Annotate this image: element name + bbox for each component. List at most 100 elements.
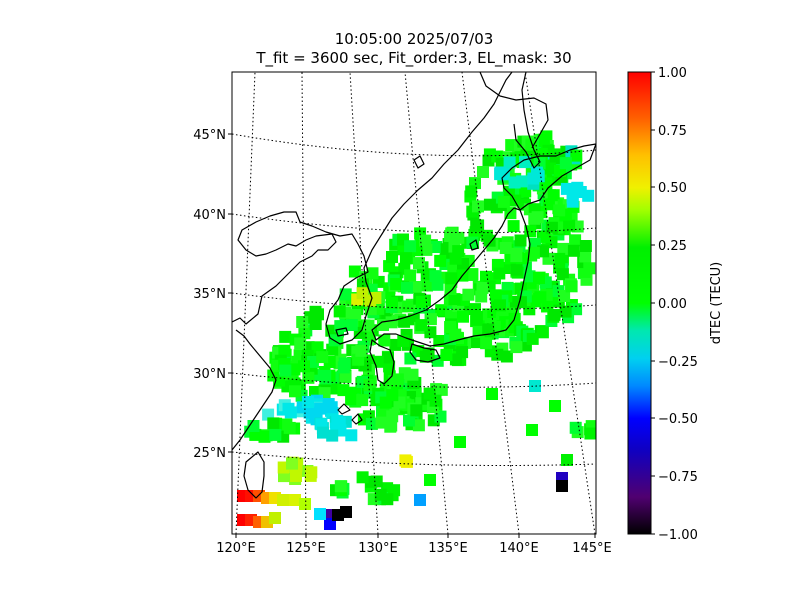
dtec-pixel bbox=[563, 219, 576, 232]
dtec-pixel bbox=[465, 185, 478, 198]
dtec-pixel bbox=[567, 244, 580, 257]
dtec-pixel bbox=[312, 308, 324, 321]
dtec-pixel bbox=[470, 336, 483, 349]
dtec-pixel bbox=[537, 245, 550, 258]
dtec-pixel bbox=[267, 417, 280, 430]
dtec-pixel bbox=[325, 401, 338, 414]
dtec-pixel bbox=[326, 343, 339, 356]
dtec-pixel bbox=[486, 388, 498, 400]
cb-tick-neg0.50: −0.50 bbox=[658, 412, 698, 427]
dtec-pixel bbox=[502, 185, 515, 198]
dtec-pixel bbox=[527, 246, 540, 259]
dtec-pixel bbox=[420, 243, 433, 256]
dtec-pixel bbox=[477, 166, 489, 178]
dtec-pixel bbox=[390, 278, 403, 290]
dtec-pixel bbox=[404, 240, 417, 253]
dtec-pixel bbox=[311, 341, 324, 354]
dtec-pixel bbox=[289, 494, 301, 506]
dtec-pixel bbox=[533, 157, 546, 170]
map-area bbox=[232, 72, 596, 534]
dtec-pixel bbox=[574, 186, 587, 198]
cb-tick-neg0.25: −0.25 bbox=[658, 355, 698, 370]
dtec-pixel bbox=[414, 494, 426, 506]
dtec-pixel bbox=[277, 494, 289, 506]
dtec-pixel bbox=[553, 204, 566, 217]
dtec-pixel bbox=[435, 304, 448, 317]
dtec-pixel bbox=[374, 488, 387, 501]
dtec-pixel bbox=[247, 420, 260, 432]
dtec-pixel bbox=[286, 457, 298, 470]
colorbar-ticks bbox=[651, 71, 655, 535]
lon-label-140: 140°E bbox=[499, 541, 539, 556]
dtec-pixel bbox=[452, 245, 465, 258]
dtec-pixel bbox=[269, 512, 281, 524]
dtec-pixel bbox=[547, 189, 560, 202]
coast-sado bbox=[469, 239, 479, 251]
dtec-pixel bbox=[290, 470, 302, 482]
dtec-pixel bbox=[288, 363, 301, 376]
dtec-pixel bbox=[317, 426, 329, 439]
dtec-pixel bbox=[528, 212, 541, 225]
dtec-pixel bbox=[508, 176, 521, 189]
dtec-pixel bbox=[400, 455, 413, 468]
lat-label-30: 30°N bbox=[193, 367, 226, 382]
dtec-pixel bbox=[507, 220, 520, 233]
dtec-pixel bbox=[386, 389, 399, 402]
dtec-pixel bbox=[470, 310, 483, 323]
dtec-pixel bbox=[258, 430, 271, 443]
dtec-pixel bbox=[296, 316, 309, 328]
dtec-pixel bbox=[298, 360, 310, 373]
dtec-pixel bbox=[423, 387, 436, 400]
dtec-pixel bbox=[456, 346, 469, 359]
parallel-25 bbox=[232, 451, 596, 466]
dtec-pixel bbox=[569, 421, 582, 434]
dtec-pixel bbox=[365, 417, 378, 430]
dtec-pixel bbox=[526, 332, 539, 345]
map-frame bbox=[231, 71, 597, 535]
graticule bbox=[232, 72, 596, 534]
lon-label-135: 135°E bbox=[428, 541, 468, 556]
coast-jeju bbox=[335, 327, 349, 337]
lon-label-145: 145°E bbox=[572, 541, 612, 556]
coast-sakhalin bbox=[513, 72, 541, 169]
dtec-pixel bbox=[337, 361, 350, 374]
colorbar-label: dTEC (TECU) bbox=[709, 262, 724, 345]
dtec-pixel bbox=[314, 508, 326, 520]
dtec-pixel bbox=[497, 195, 510, 208]
dtec-pixel bbox=[339, 371, 352, 384]
dtec-pixel bbox=[579, 240, 592, 252]
lon-label-125: 125°E bbox=[286, 541, 326, 556]
dtec-pixel bbox=[549, 400, 561, 412]
dtec-pixel bbox=[482, 323, 495, 336]
dtec-pixel bbox=[419, 234, 432, 247]
dtec-pixel bbox=[386, 410, 399, 423]
cb-tick-0.75: 0.75 bbox=[658, 124, 687, 139]
coast-korea-china bbox=[232, 72, 513, 345]
dtec-pixel bbox=[480, 270, 492, 283]
dtec-pixel bbox=[503, 156, 516, 169]
dtec-pixel bbox=[406, 368, 419, 381]
dtec-pixel bbox=[570, 149, 583, 162]
map-title: 10:05:00 2025/07/03 T_fit = 3600 sec, Fi… bbox=[232, 30, 596, 68]
meridian-120 bbox=[235, 72, 256, 534]
dtec-pixel bbox=[424, 474, 436, 486]
dtec-pixel bbox=[559, 305, 572, 318]
dtec-pixel bbox=[415, 319, 428, 332]
dtec-pixel bbox=[569, 234, 582, 247]
lon-label-120: 120°E bbox=[216, 541, 256, 556]
dtec-pixel bbox=[391, 373, 404, 386]
dtec-pixel bbox=[470, 219, 483, 232]
dtec-pixel bbox=[386, 296, 398, 309]
dtec-pixel bbox=[410, 404, 423, 417]
dtec-pixel bbox=[340, 506, 352, 518]
dtec-pixel bbox=[334, 480, 347, 493]
dtec-pixel bbox=[533, 272, 545, 284]
dtec-pixel bbox=[345, 393, 358, 406]
dtec-pixel bbox=[556, 480, 568, 492]
dtec-pixel bbox=[401, 281, 413, 294]
dtec-pixel bbox=[345, 429, 358, 442]
dtec-pixel bbox=[454, 436, 466, 448]
dtec-pixel bbox=[355, 344, 368, 357]
dtec-pixel bbox=[333, 305, 346, 318]
dtec-pixel bbox=[339, 288, 352, 301]
